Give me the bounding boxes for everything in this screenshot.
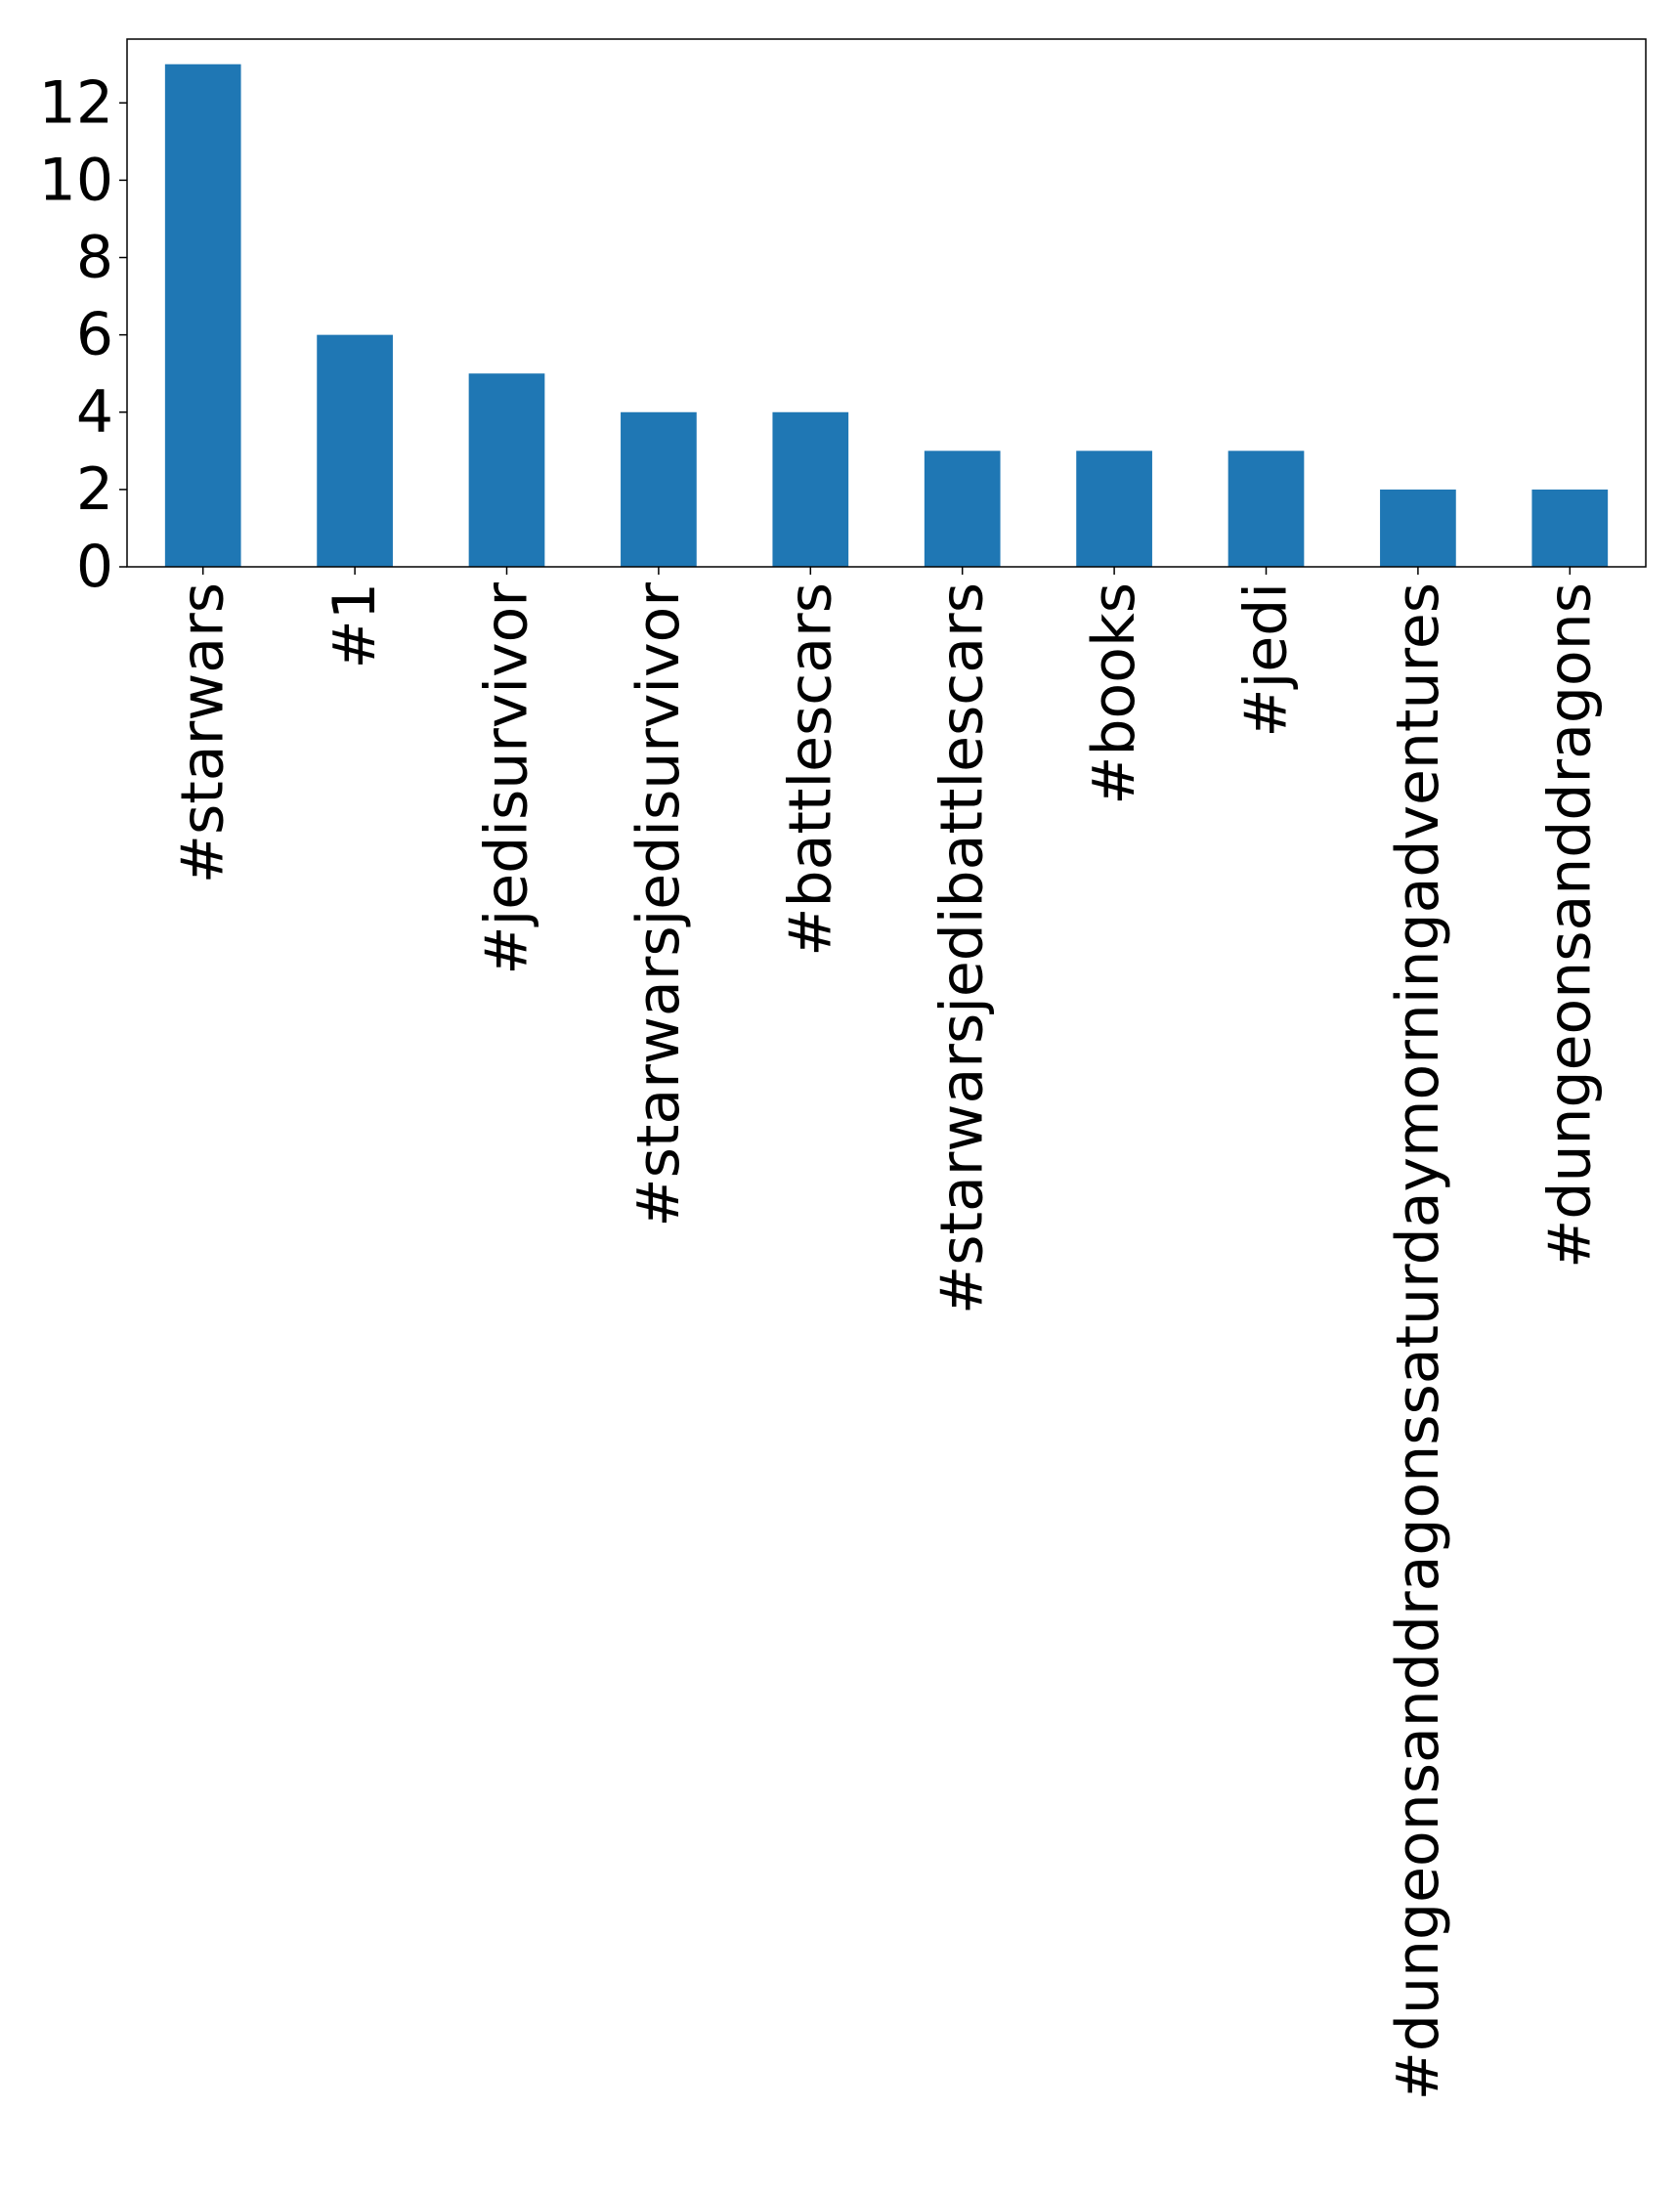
bar [468,373,545,567]
bar [1531,489,1609,567]
x-tick-label: #battlescars [776,582,844,957]
bars-group [164,64,1609,567]
x-tick-label: #1 [321,582,389,668]
bar [317,334,393,567]
bar [772,411,849,567]
y-tick-label: 8 [76,224,113,292]
y-tick-label: 6 [76,301,113,369]
y-tick-label: 10 [39,146,113,214]
bar [621,411,697,567]
y-tick-label: 0 [76,533,113,601]
y-tick-label: 2 [76,455,113,524]
plot-frame [126,38,1647,568]
x-tick-label: #starwarsjedibattlescars [928,582,997,1314]
bar [924,451,1001,567]
y-axis: 0 2 4 6 8 10 12 [39,68,127,601]
bar [164,64,241,567]
bar [1228,451,1305,567]
bar [1076,451,1152,567]
x-tick-label: #starwarsjedisurvivor [625,582,693,1227]
bar [1380,489,1456,567]
x-axis: #starwars #1 #jedisurvivor #starwarsjedisur… [169,567,1604,2100]
x-tick-label: #books [1080,582,1148,805]
y-tick-label: 12 [39,68,113,137]
x-tick-label: #starwars [169,582,237,883]
x-tick-label: #jedisurvivor [473,582,541,975]
x-tick-label: #jedi [1232,582,1301,738]
y-tick-label: 4 [76,378,113,447]
x-tick-label: #dungeonsanddragonssaturdaymorningadvent… [1384,582,1452,2100]
x-tick-label: #dungeonsanddragons [1535,582,1604,1269]
